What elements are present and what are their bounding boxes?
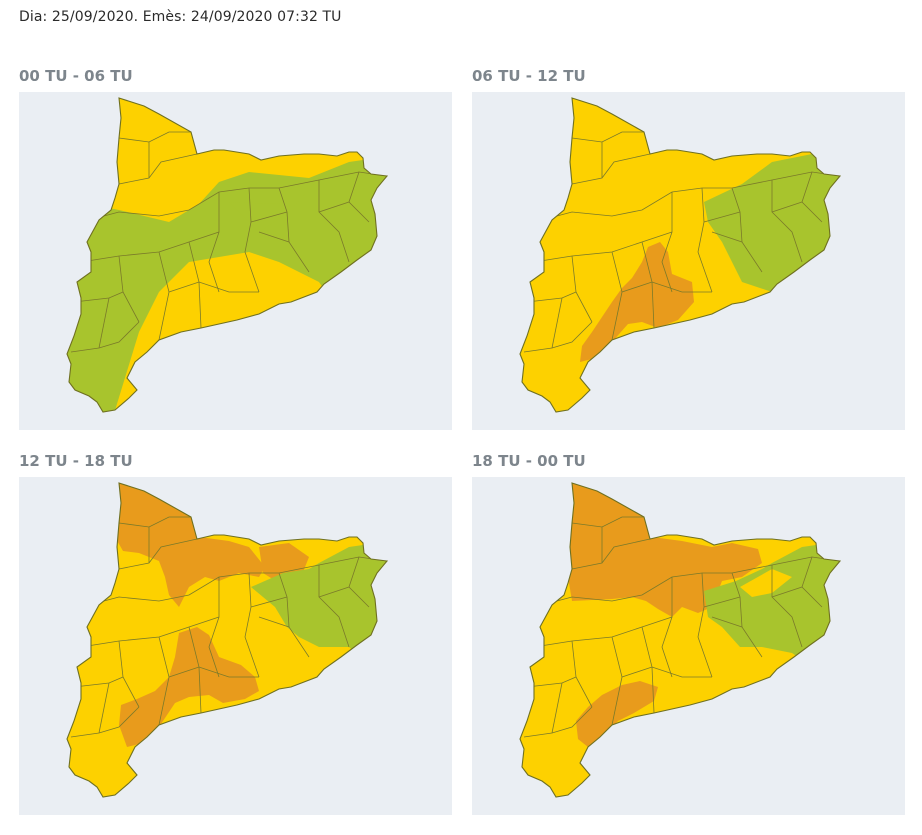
panel-06-12: 06 TU - 12 TU [472,66,905,430]
panel-12-18: 12 TU - 18 TU [19,451,452,815]
map-catalonia [19,477,452,815]
comarca-borders [70,516,387,738]
region-yellow [520,98,840,412]
panel-title: 00 TU - 06 TU [19,67,133,85]
region-orange-south [119,627,259,747]
region-green-b [229,178,319,232]
map-catalonia [472,477,905,815]
catalonia-outline [66,97,389,413]
catalonia-outline [66,482,389,798]
comarca-borders [523,516,840,738]
region-orange-south [576,681,658,747]
map-catalonia [19,92,452,430]
region-orange-north [562,483,762,617]
region-yellow [520,483,840,797]
panel-title: 12 TU - 18 TU [19,452,133,470]
panel-00-06: 00 TU - 06 TU [19,66,452,430]
region-yellow [67,483,387,797]
region-green [67,152,387,412]
panel-18-00: 18 TU - 00 TU [472,451,905,815]
map-svg [519,482,842,798]
map-svg [66,482,389,798]
region-yellow-inset [740,569,792,597]
map-svg [519,97,842,413]
issue-info: Dia: 25/09/2020. Emès: 24/09/2020 07:32 … [19,9,342,25]
comarca-borders [70,131,387,353]
catalonia-outline [519,97,842,413]
region-orange-north [109,483,265,607]
catalonia-outline [519,482,842,798]
panel-title: 06 TU - 12 TU [472,67,586,85]
panel-title: 18 TU - 00 TU [472,452,586,470]
map-svg [66,97,389,413]
comarca-borders [523,131,840,353]
map-catalonia [472,92,905,430]
